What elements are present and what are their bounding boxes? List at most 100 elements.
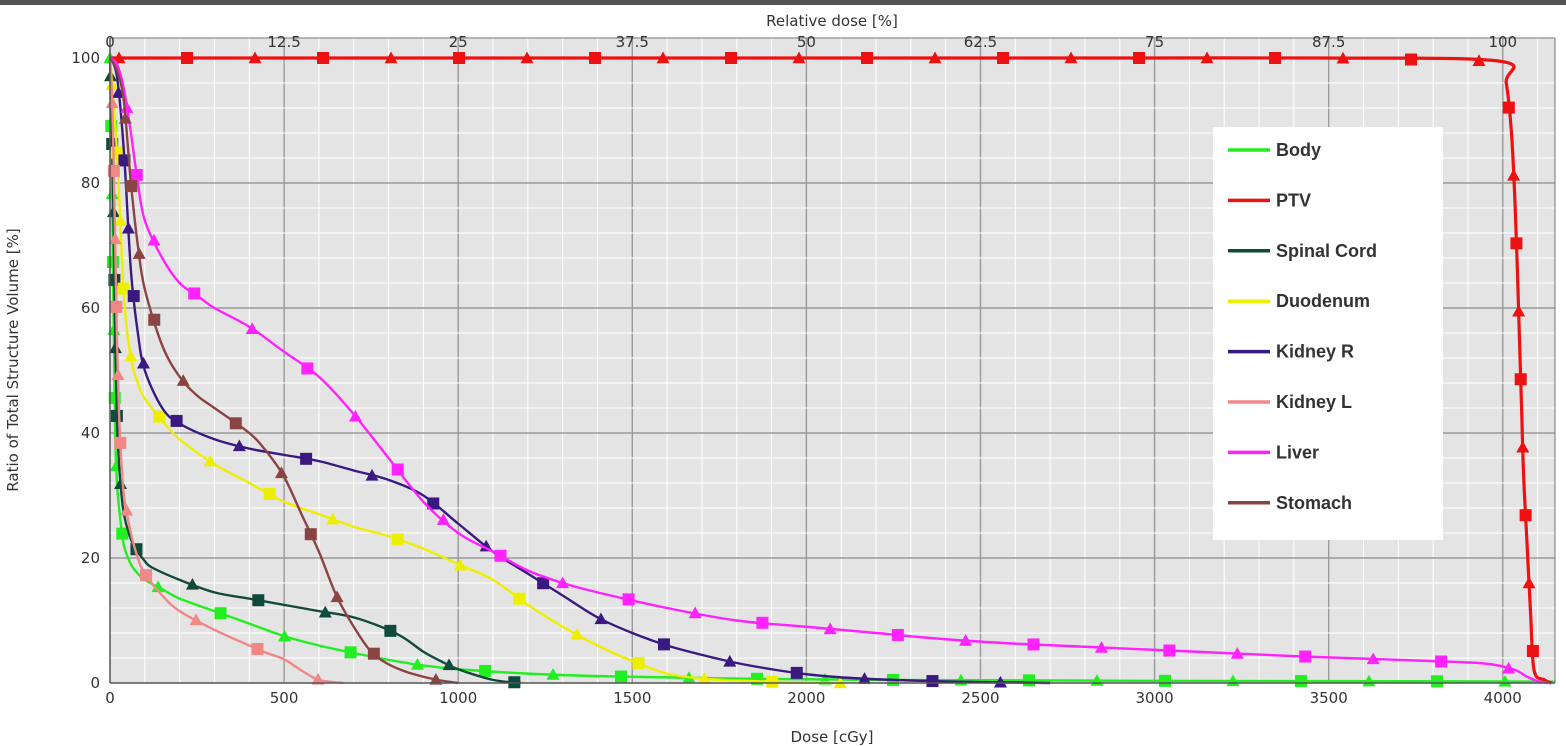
series-marker-triangle bbox=[1516, 440, 1530, 453]
series-marker-triangle bbox=[384, 51, 398, 64]
series-marker-triangle bbox=[556, 576, 570, 589]
series-marker-square bbox=[657, 638, 670, 651]
series-marker-triangle bbox=[311, 672, 325, 685]
series-marker-triangle bbox=[151, 580, 165, 593]
series-marker-triangle bbox=[594, 612, 608, 625]
series-marker-square bbox=[622, 593, 635, 606]
top-tick-label: 100 bbox=[1488, 33, 1517, 51]
series-marker-triangle bbox=[410, 658, 424, 670]
x-tick-label: 2500 bbox=[961, 689, 999, 707]
top-tick-label: 37.5 bbox=[616, 33, 649, 51]
legend-item-kidney-l: Kidney L bbox=[1228, 392, 1352, 412]
series-marker-triangle bbox=[858, 672, 872, 684]
series-marker-triangle bbox=[147, 233, 161, 246]
series-marker-square bbox=[188, 287, 201, 300]
series-marker-triangle bbox=[124, 349, 138, 362]
series-marker-triangle bbox=[1472, 54, 1486, 66]
series-line bbox=[108, 57, 459, 685]
series-marker-triangle bbox=[136, 356, 150, 369]
series-marker-square bbox=[766, 675, 779, 688]
x-tick-label: 3000 bbox=[1135, 689, 1173, 707]
series-marker-square bbox=[1163, 644, 1176, 657]
series-marker-square bbox=[615, 670, 628, 683]
legend-item-liver: Liver bbox=[1228, 442, 1319, 462]
top-border-bar bbox=[0, 0, 1566, 5]
series-marker-square bbox=[1519, 509, 1532, 522]
series-marker-triangle bbox=[1064, 51, 1078, 64]
series-marker-square bbox=[1430, 675, 1443, 688]
series-marker-triangle bbox=[1522, 576, 1536, 589]
series-marker-triangle bbox=[120, 503, 134, 516]
series-marker-square bbox=[300, 452, 313, 465]
series-marker-square bbox=[1435, 655, 1448, 668]
series-marker-square bbox=[153, 410, 166, 423]
series-marker-triangle bbox=[176, 374, 190, 386]
series-marker-square bbox=[1299, 650, 1312, 663]
series-marker-triangle bbox=[1366, 652, 1380, 665]
legend-item-spinal-cord: Spinal Cord bbox=[1228, 241, 1377, 261]
series-marker-triangle bbox=[1512, 304, 1526, 317]
series-marker-triangle bbox=[232, 439, 246, 452]
series-marker-triangle bbox=[442, 658, 456, 671]
series-marker-square bbox=[118, 154, 131, 167]
legend-box bbox=[1213, 127, 1443, 540]
series-marker-square bbox=[391, 463, 404, 476]
x-tick-label: 500 bbox=[270, 689, 299, 707]
legend-label: Stomach bbox=[1276, 493, 1352, 513]
top-tick-label: 75 bbox=[1145, 33, 1164, 51]
series-marker-square bbox=[251, 643, 264, 656]
series-line bbox=[109, 56, 1553, 685]
top-axis-title: Relative dose [%] bbox=[766, 12, 898, 30]
series-marker-square bbox=[391, 533, 404, 546]
series-marker-square bbox=[367, 647, 380, 660]
series-marker-square bbox=[384, 624, 397, 637]
series-marker-square bbox=[110, 300, 123, 313]
series-marker-triangle bbox=[203, 454, 217, 467]
series-marker-square bbox=[861, 52, 873, 64]
x-tick-label: 1500 bbox=[613, 689, 651, 707]
grid bbox=[110, 38, 1555, 683]
series-marker-square bbox=[263, 487, 276, 500]
series-line bbox=[108, 57, 842, 685]
series-marker-square bbox=[513, 592, 526, 605]
series-marker-square bbox=[537, 577, 550, 590]
series-marker-triangle bbox=[108, 232, 122, 245]
y-tick-label: 80 bbox=[81, 174, 100, 192]
y-tick-label: 20 bbox=[81, 549, 100, 567]
series-marker-square bbox=[1027, 638, 1040, 651]
series-marker-square bbox=[1404, 53, 1417, 66]
legend-label: Liver bbox=[1276, 442, 1319, 462]
series-liver bbox=[109, 57, 1549, 685]
series-marker-square bbox=[1022, 674, 1035, 687]
series-marker-square bbox=[301, 362, 314, 375]
series-marker-square bbox=[181, 52, 193, 64]
x-axis-title: Dose [cGy] bbox=[791, 728, 874, 746]
top-tick-label: 50 bbox=[797, 33, 816, 51]
series-marker-triangle bbox=[113, 214, 127, 226]
series-marker-square bbox=[494, 549, 507, 562]
series-marker-square bbox=[148, 313, 161, 326]
series-marker-triangle bbox=[429, 672, 443, 685]
legend-item-body: Body bbox=[1228, 140, 1321, 160]
series-marker-triangle bbox=[348, 409, 362, 422]
series-marker-square bbox=[317, 52, 329, 64]
series-marker-triangle bbox=[121, 221, 135, 234]
legend-label: Body bbox=[1276, 140, 1321, 160]
legend-label: PTV bbox=[1276, 190, 1311, 210]
series-marker-triangle bbox=[132, 247, 146, 259]
series-ptv bbox=[109, 51, 1553, 685]
series-marker-square bbox=[107, 164, 120, 177]
legend-item-ptv: PTV bbox=[1228, 190, 1311, 210]
series-marker-square bbox=[1294, 675, 1307, 688]
series-marker-square bbox=[479, 664, 492, 677]
series-marker-square bbox=[117, 282, 130, 295]
legend-item-stomach: Stomach bbox=[1228, 493, 1352, 513]
series-marker-triangle bbox=[656, 51, 670, 64]
top-tick-label: 0 bbox=[105, 33, 115, 51]
series-marker-triangle bbox=[185, 577, 199, 590]
series-marker-triangle bbox=[1200, 51, 1214, 64]
series-marker-triangle bbox=[274, 466, 288, 479]
series-marker-triangle bbox=[959, 634, 973, 646]
series-marker-square bbox=[427, 497, 440, 510]
